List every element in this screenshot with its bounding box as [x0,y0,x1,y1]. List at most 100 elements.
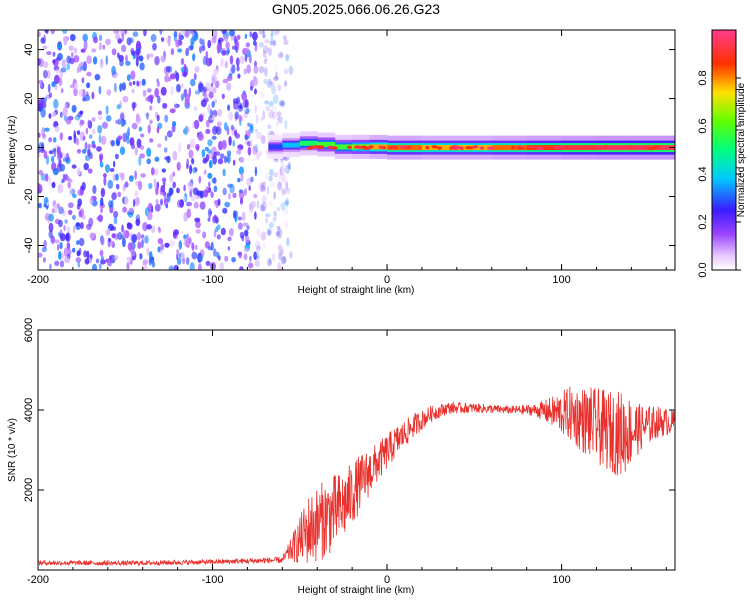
heatmap-noise-cell [83,40,88,50]
heatmap-noise-cell [54,260,60,267]
heatmap-noise-cell [102,173,107,178]
heatmap-noise-cell [240,172,244,182]
heatmap-noise-cell [117,191,122,198]
heatmap-noise-cell [279,167,283,177]
heatmap-noise-cell [52,59,56,64]
heatmap-noise-cell [241,211,246,222]
heatmap-peak-spot [486,146,495,150]
heatmap-noise-cell [209,109,213,119]
heatmap-noise-cell [59,163,66,172]
heatmap-noise-cell [217,158,224,165]
heatmap-noise-cell [278,101,285,107]
snr-y-tick-label: 2000 [23,478,35,502]
heatmap-noise-cell [213,68,219,75]
heatmap-noise-cell [252,145,258,155]
heatmap-noise-cell [76,240,80,246]
heatmap-noise-cell [149,105,153,111]
heatmap-noise-cell [262,50,266,58]
heatmap-noise-cell [77,189,83,197]
heatmap-noise-cell [155,199,159,205]
heatmap-noise-cell [130,250,136,257]
heatmap-noise-cell [160,86,167,96]
heatmap-noise-cell [228,111,234,121]
heatmap-noise-cell [107,179,114,189]
heatmap-noise-cell [64,102,67,113]
heatmap-noise-cell [42,45,48,50]
heatmap-noise-cell [266,258,272,267]
heatmap-noise-cell [262,34,267,39]
heatmap-noise-cell [111,48,117,56]
heatmap-noise-cell [207,208,212,218]
heatmap-noise-cell [193,73,197,81]
heatmap-noise-cell [58,77,63,87]
heatmap-noise-cell [118,172,125,177]
heatmap-noise-cell [63,224,66,232]
heatmap-noise-cell [140,173,146,178]
heatmap-noise-cell [213,229,217,238]
heatmap-noise-cell [172,181,177,189]
heatmap-peak-spot [589,145,595,149]
heatmap-noise-cell [186,257,190,265]
heatmap-noise-cell [227,192,232,200]
heatmap-x-axis-label: Height of straight line (km) [298,285,415,296]
heatmap-peak-spot [517,146,525,150]
heatmap-noise-cell [233,100,239,110]
heatmap-peak-spot [399,145,406,149]
heatmap-noise-cell [134,190,139,197]
heatmap-noise-cell [56,146,61,155]
heatmap-noise-cell [283,39,289,46]
heatmap-noise-cell [238,114,242,122]
heatmap-noise-cell [197,133,204,141]
heatmap-noise-cell [229,30,235,37]
heatmap-noise-cell [242,222,249,227]
heatmap-noise-cell [207,149,212,154]
heatmap-noise-cell [91,91,95,100]
heatmap-noise-cell [278,250,282,261]
heatmap-noise-cell [83,250,88,258]
heatmap-noise-cell [86,55,92,64]
heatmap-noise-cell [256,131,263,140]
heatmap-noise-cell [285,181,289,190]
heatmap-noise-cell [277,181,282,191]
heatmap-noise-cell [40,37,45,44]
heatmap-noise-cell [98,134,102,144]
heatmap-noise-cell [233,129,238,136]
heatmap-noise-cell [247,146,252,156]
heatmap-noise-cell [97,115,103,121]
heatmap-noise-cell [80,61,84,68]
heatmap-noise-cell [226,75,233,81]
heatmap-noise-cell [114,82,117,93]
heatmap-noise-cell [253,65,259,74]
heatmap-noise-cell [269,181,275,188]
heatmap-noise-cell [270,33,274,44]
heatmap-noise-cell [255,245,260,253]
snr-panel: -200 -100 0 100 2000 4000 6000 Height of strai… [7,318,676,596]
heatmap-noise-cell [169,173,174,183]
heatmap-noise-cell [272,39,277,47]
heatmap-noise-cell [205,128,211,135]
heatmap-noise-cell [59,111,63,118]
heatmap-noise-cell [268,257,272,266]
heatmap-noise-cell [42,257,47,263]
heatmap-noise-cell [170,85,175,96]
heatmap-noise-cell [224,122,228,131]
heatmap-noise-cell [139,253,143,260]
heatmap-noise-cell [91,128,96,135]
heatmap-noise-cell [84,258,90,265]
heatmap-noise-cell [138,126,143,132]
heatmap-noise-cell [76,167,81,176]
heatmap-noise-cell [224,255,229,262]
heatmap-noise-cell [274,64,278,72]
heatmap-noise-cell [57,52,63,61]
heatmap-noise-cell [73,82,79,90]
heatmap-noise-cell [62,157,67,162]
heatmap-noise-cell [131,88,135,94]
heatmap-noise-cell [91,48,97,53]
heatmap-peak-spot [553,145,562,150]
heatmap-peak-spot [312,145,319,149]
heatmap-noise-cell [205,260,211,266]
heatmap-noise-cell [44,127,50,132]
heatmap-noise-cell [194,90,201,95]
heatmap-noise-cell [131,234,137,243]
heatmap-noise-cell [229,55,234,65]
